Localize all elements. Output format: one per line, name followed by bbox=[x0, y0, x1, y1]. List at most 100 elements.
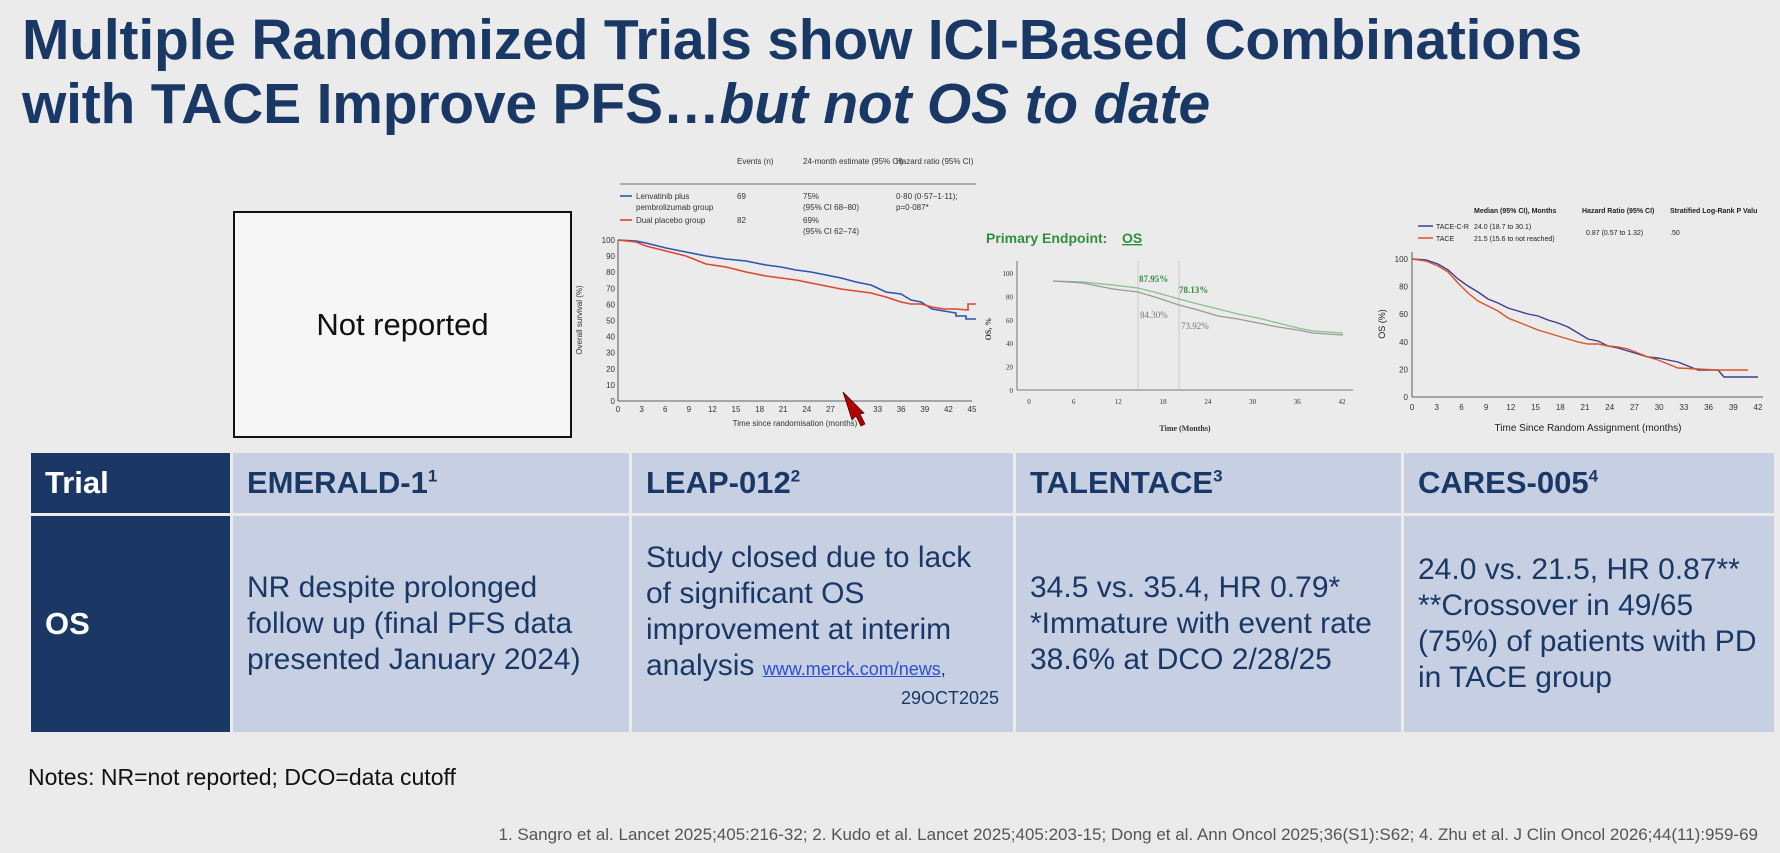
talentace-ylabel: OS, % bbox=[984, 318, 993, 341]
leap-y-tick-50: 50 bbox=[606, 317, 615, 326]
leap-y-tick-10: 10 bbox=[606, 381, 615, 390]
talentace-ann-green-18: 78.13% bbox=[1179, 285, 1208, 295]
leap-y-tick-100: 100 bbox=[602, 236, 616, 245]
talentace-y-tick-20: 20 bbox=[1006, 364, 1014, 372]
os-note: **Crossover in 49/65 (75%) of patients w… bbox=[1418, 589, 1757, 694]
trial-ref: 2 bbox=[790, 466, 801, 486]
cares-x-tick-12: 12 bbox=[1506, 403, 1515, 412]
os-note: *Immature with event rate 38.6% at DCO 2… bbox=[1030, 607, 1372, 676]
cares-curve-tace-c-r bbox=[1411, 258, 1758, 378]
link-comma: , bbox=[940, 658, 946, 679]
cares-hdr-hr: Hazard Ratio (95% CI) bbox=[1582, 208, 1654, 215]
title-line-2: with TACE Improve PFS…but not OS to date bbox=[22, 72, 1762, 136]
cares-km-figure: Median (95% CI), Months Hazard Ratio (95… bbox=[1378, 200, 1776, 440]
talentace-ann-gray-18: 73.92% bbox=[1181, 321, 1209, 331]
cares-arm1-median: 24.0 (18.7 to 30.1) bbox=[1474, 224, 1531, 231]
cares-y-tick-0: 0 bbox=[1404, 393, 1409, 402]
talentace-y-tick-0: 0 bbox=[1010, 387, 1014, 395]
title-line-1: Multiple Randomized Trials show ICI-Base… bbox=[22, 8, 1583, 72]
cares-arm2-label: TACE bbox=[1436, 236, 1454, 243]
leap-xlabel: Time since randomisation (months) bbox=[733, 419, 858, 428]
cares-y-tick-60: 60 bbox=[1399, 310, 1408, 319]
leap-y-tick-70: 70 bbox=[606, 284, 615, 293]
leap-arm2-label: Dual placebo group bbox=[636, 216, 706, 225]
cares-y-tick-40: 40 bbox=[1399, 338, 1408, 347]
leap-curve-lenvatinib bbox=[617, 239, 976, 320]
leap-hdr-events: Events (n) bbox=[737, 157, 774, 166]
talentace-y-tick-100: 100 bbox=[1003, 270, 1014, 278]
cares-x-tick-21: 21 bbox=[1581, 403, 1590, 412]
os-text: 34.5 vs. 35.4, HR 0.79* bbox=[1030, 571, 1341, 604]
cares-xlabel: Time Since Random Assignment (months) bbox=[1495, 423, 1682, 434]
talentace-x-tick-24: 24 bbox=[1204, 398, 1212, 406]
notes: Notes: NR=not reported; DCO=data cutoff bbox=[28, 764, 456, 790]
leap-y-tick-80: 80 bbox=[606, 268, 615, 277]
cares-x-tick-42: 42 bbox=[1754, 403, 1763, 412]
os-cell-cares: 24.0 vs. 21.5, HR 0.87** **Crossover in … bbox=[1404, 516, 1774, 732]
talentace-curve-gray bbox=[1052, 280, 1344, 336]
cares-x-tick-18: 18 bbox=[1556, 403, 1565, 412]
table-os-row: OS NR despite prolonged follow up (final… bbox=[31, 516, 1774, 732]
slide-title: Multiple Randomized Trials show ICI-Base… bbox=[22, 8, 1762, 136]
leap-date: 29OCT2025 bbox=[900, 687, 999, 708]
os-text: 24.0 vs. 21.5, HR 0.87** bbox=[1418, 553, 1740, 586]
leap-x-tick-24: 24 bbox=[802, 405, 811, 414]
talentace-x-tick-36: 36 bbox=[1294, 398, 1302, 406]
trial-name: EMERALD-1 bbox=[247, 465, 428, 500]
leap-x-tick-39: 39 bbox=[920, 405, 929, 414]
table-header-row: Trial EMERALD-11 LEAP-0122 TALENTACE3 CA… bbox=[31, 453, 1774, 513]
cares-x-tick-24: 24 bbox=[1605, 403, 1614, 412]
talentace-heading-os: OS bbox=[1122, 230, 1142, 246]
trial-name: LEAP-012 bbox=[646, 465, 791, 500]
merck-news-link[interactable]: www.merck.com/news bbox=[762, 658, 941, 679]
leap-x-tick-15: 15 bbox=[732, 405, 741, 414]
leap-x-tick-12: 12 bbox=[708, 405, 717, 414]
trial-ref: 4 bbox=[1588, 466, 1599, 486]
talentace-xlabel: Time (Months) bbox=[1159, 424, 1211, 433]
leap-x-tick-36: 36 bbox=[897, 405, 906, 414]
trial-ref: 1 bbox=[427, 466, 438, 486]
leap-hdr-est: 24-month estimate (95% CI) bbox=[803, 157, 903, 166]
talentace-km-svg: Primary Endpoint: OS 0 20 40 60 80 100 0 6 12 18… bbox=[984, 230, 1353, 433]
cares-x-tick-36: 36 bbox=[1704, 403, 1713, 412]
os-cell-leap: Study closed due to lack of significant … bbox=[632, 516, 1013, 732]
cares-x-tick-39: 39 bbox=[1729, 403, 1738, 412]
leap-km-figure: Events (n) 24-month estimate (95% CI) Ha… bbox=[576, 150, 976, 435]
references: 1. Sangro et al. Lancet 2025;405:216-32;… bbox=[498, 825, 1758, 844]
leap-arm2-est-b: (95% CI 62–74) bbox=[803, 227, 859, 236]
cares-x-tick-9: 9 bbox=[1484, 403, 1489, 412]
leap-y-tick-0: 0 bbox=[611, 397, 616, 406]
row-label-os: OS bbox=[31, 516, 230, 732]
cares-y-tick-20: 20 bbox=[1399, 365, 1408, 374]
leap-y-tick-90: 90 bbox=[606, 252, 615, 261]
leap-ylabel: Overall survival (%) bbox=[576, 285, 584, 355]
leap-x-tick-6: 6 bbox=[663, 405, 668, 414]
cares-y-tick-80: 80 bbox=[1399, 283, 1408, 292]
leap-y-tick-30: 30 bbox=[606, 349, 615, 358]
not-reported-box: Not reported bbox=[233, 211, 572, 438]
os-cell-emerald: NR despite prolonged follow up (final PF… bbox=[233, 516, 629, 732]
leap-x-tick-0: 0 bbox=[616, 405, 621, 414]
leap-km-svg: Events (n) 24-month estimate (95% CI) Ha… bbox=[576, 157, 976, 428]
leap-y-tick-60: 60 bbox=[606, 300, 615, 309]
trial-ref: 3 bbox=[1213, 466, 1223, 486]
leap-x-tick-42: 42 bbox=[944, 405, 953, 414]
trial-header-leap: LEAP-0122 bbox=[632, 453, 1013, 513]
leap-x-tick-33: 33 bbox=[873, 405, 882, 414]
cares-hdr-p: Stratified Log-Rank P Valu bbox=[1670, 208, 1757, 215]
cares-ylabel: OS (%) bbox=[1378, 309, 1387, 339]
trial-name: CARES-005 bbox=[1418, 465, 1589, 500]
cares-hdr-median: Median (95% CI), Months bbox=[1474, 208, 1557, 215]
talentace-heading-prefix: Primary Endpoint: bbox=[986, 230, 1107, 246]
title-line-2-italic: but not OS to date bbox=[719, 72, 1211, 136]
leap-x-tick-45: 45 bbox=[968, 405, 976, 414]
talentace-ann-green-12: 87.95% bbox=[1139, 274, 1168, 284]
cares-km-svg: Median (95% CI), Months Hazard Ratio (95… bbox=[1378, 208, 1763, 434]
trial-header-talentace: TALENTACE3 bbox=[1016, 453, 1401, 513]
leap-curve-placebo bbox=[617, 239, 976, 311]
cares-p-value: .50 bbox=[1670, 230, 1680, 237]
leap-arm1-hr-a: 0·80 (0·57–1·11); bbox=[896, 192, 958, 201]
os-text: NR despite prolonged follow up (final PF… bbox=[247, 571, 581, 676]
trial-header-emerald: EMERALD-11 bbox=[233, 453, 629, 513]
talentace-x-tick-0: 0 bbox=[1027, 398, 1031, 406]
